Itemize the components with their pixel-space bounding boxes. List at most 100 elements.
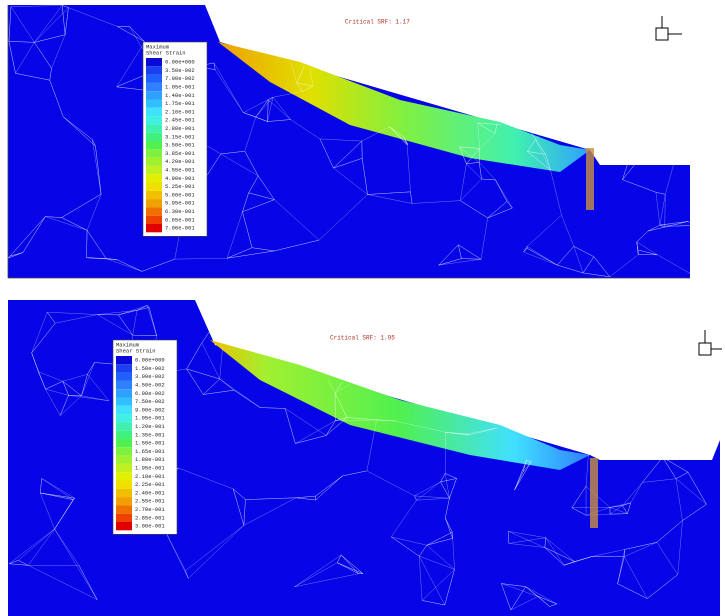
mesh-edge xyxy=(500,389,515,401)
mesh-edge xyxy=(547,105,553,121)
mesh-edge xyxy=(655,12,691,20)
mesh-edge xyxy=(587,399,594,433)
mesh-edge xyxy=(524,120,552,121)
mesh-edge xyxy=(689,386,703,396)
mesh-edge xyxy=(636,115,653,131)
mesh-edge xyxy=(589,433,594,446)
mesh-edge xyxy=(482,368,500,388)
mesh-edge xyxy=(426,69,445,101)
legend-label: 2.45e-001 xyxy=(165,117,195,124)
legend-swatch xyxy=(116,489,132,497)
legend-label: 2.10e-001 xyxy=(135,473,165,480)
mesh-edge xyxy=(550,34,577,81)
mesh-edge xyxy=(458,42,467,44)
mesh-edge xyxy=(302,30,326,51)
legend-swatch xyxy=(116,414,132,422)
load-icon xyxy=(656,16,682,40)
legend-title: Shear Strain xyxy=(116,347,156,354)
mesh-edge xyxy=(577,34,590,72)
mesh-edge xyxy=(415,330,434,349)
mesh-edge xyxy=(351,51,374,57)
mesh-edge xyxy=(644,12,691,15)
mesh-edge xyxy=(321,305,360,337)
mesh-edge xyxy=(549,396,587,399)
legend-label: 2.25e-001 xyxy=(135,481,165,488)
mesh-edge xyxy=(636,60,662,70)
mesh-edge xyxy=(350,370,363,376)
mesh-edge xyxy=(350,370,363,376)
mesh-edge xyxy=(512,74,550,81)
mesh-edge xyxy=(547,81,550,105)
mesh-edge xyxy=(716,66,718,122)
mesh-edge xyxy=(630,70,636,80)
legend-label: 1.35e-001 xyxy=(135,431,165,438)
mesh-edge xyxy=(263,11,291,27)
mesh-edge xyxy=(512,74,550,81)
mesh-edge xyxy=(498,70,513,74)
mesh-edge xyxy=(697,363,716,390)
mesh-edge xyxy=(426,69,447,102)
mesh-edge xyxy=(507,401,515,421)
legend-label: 7.50e-002 xyxy=(135,398,165,405)
legend-swatch xyxy=(146,133,162,141)
mesh-edge xyxy=(500,401,515,427)
legend-label: 1.40e-001 xyxy=(165,92,195,99)
mesh-edge xyxy=(580,352,587,374)
mesh-edge xyxy=(426,69,428,102)
mesh-edge xyxy=(619,350,623,359)
mesh-edge xyxy=(677,114,716,121)
legend-swatch xyxy=(146,58,162,66)
legend-swatch xyxy=(116,456,132,464)
mesh-edge xyxy=(520,339,542,347)
mesh-edge xyxy=(292,305,321,338)
legend-label: 0.00e+000 xyxy=(135,357,165,364)
legend-swatch xyxy=(146,83,162,91)
legend-label: 5.95e-001 xyxy=(165,200,195,207)
mesh-edge xyxy=(653,315,688,316)
legend-swatch xyxy=(116,364,132,372)
mesh-edge xyxy=(226,307,291,338)
mesh-edge xyxy=(292,305,321,338)
mesh-edge xyxy=(716,66,718,122)
mesh-edge xyxy=(458,42,467,44)
mesh-edge xyxy=(412,349,415,367)
mesh-edge xyxy=(575,302,579,353)
mesh-edge xyxy=(629,131,654,160)
mesh-edge xyxy=(710,267,715,278)
mesh-edge xyxy=(627,312,653,315)
mesh-edge xyxy=(633,15,644,37)
mesh-edge xyxy=(688,310,717,316)
mesh-edge xyxy=(633,20,655,37)
mesh-edge xyxy=(412,330,434,368)
legend-label: 3.50e-002 xyxy=(165,67,195,74)
legend-label: 4.50e-002 xyxy=(135,382,165,389)
mesh-edge xyxy=(604,79,630,96)
legend-label: 0.00e+000 xyxy=(165,59,195,66)
legend-title: Shear Strain xyxy=(146,49,186,56)
legend-swatch xyxy=(116,522,132,530)
mesh-edge xyxy=(697,363,716,390)
legend-swatch xyxy=(116,373,132,381)
mesh-edge xyxy=(690,267,715,273)
mesh-edge xyxy=(289,30,302,56)
legend-label: 1.50e-001 xyxy=(135,440,165,447)
mesh-edge xyxy=(364,367,412,375)
legend-swatch xyxy=(116,398,132,406)
mesh-edge xyxy=(550,72,590,81)
legend-swatch xyxy=(116,389,132,397)
mesh-edge xyxy=(308,51,326,58)
mesh-edge xyxy=(697,390,703,395)
legend-label: 2.80e-001 xyxy=(165,125,195,132)
mesh-edge xyxy=(561,352,580,357)
legend-label: 3.50e-001 xyxy=(165,142,195,149)
legend-swatch xyxy=(146,191,162,199)
legend-swatch xyxy=(116,505,132,513)
legend-label: 5.25e-001 xyxy=(165,183,195,190)
mesh-edge xyxy=(482,336,495,368)
mesh-edge xyxy=(655,20,715,26)
mesh-edge xyxy=(482,336,495,368)
mesh-edge xyxy=(302,30,308,58)
mesh-edge xyxy=(498,70,513,74)
legend-swatch xyxy=(116,431,132,439)
mesh-edge xyxy=(289,30,302,56)
